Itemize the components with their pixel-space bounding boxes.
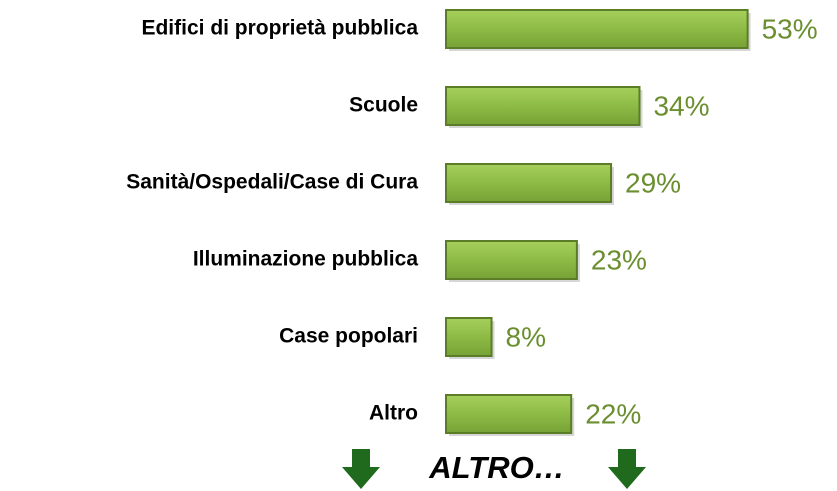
bar	[445, 394, 573, 434]
arrow-down	[342, 449, 380, 489]
category-label: Edifici di proprietà pubblica	[141, 17, 418, 40]
bar	[445, 9, 749, 49]
value-label: 8%	[506, 321, 546, 352]
category-label: Scuole	[349, 94, 418, 117]
category-label: Case popolari	[279, 325, 418, 348]
category-label: Altro	[369, 402, 418, 425]
value-label: 53%	[762, 13, 818, 44]
bar	[445, 240, 578, 280]
bar	[445, 317, 493, 357]
value-label: 22%	[585, 398, 641, 429]
value-label: 23%	[591, 244, 647, 275]
bars: Edifici di proprietà pubblica 53% Scuole 34…	[126, 9, 818, 436]
bar	[445, 163, 613, 203]
arrow-down	[608, 449, 646, 489]
value-label: 29%	[625, 167, 681, 198]
value-label: 34%	[653, 90, 709, 121]
category-label: Sanità/Ospedali/Case di Cura	[126, 171, 418, 194]
bar	[445, 86, 641, 126]
category-label: Illuminazione pubblica	[193, 248, 419, 271]
annotation: ALTRO…	[428, 450, 564, 485]
